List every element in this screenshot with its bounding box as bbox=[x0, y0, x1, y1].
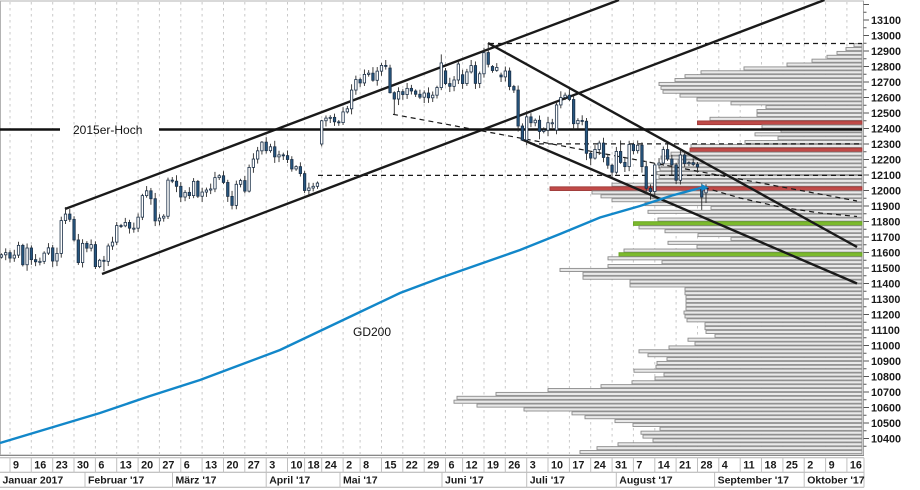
svg-text:April '17: April '17 bbox=[269, 474, 310, 486]
svg-text:22: 22 bbox=[406, 459, 418, 471]
svg-text:2015er-Hoch: 2015er-Hoch bbox=[73, 123, 142, 137]
svg-text:10800: 10800 bbox=[871, 372, 901, 384]
svg-text:11800: 11800 bbox=[871, 217, 900, 229]
svg-text:10700: 10700 bbox=[871, 387, 901, 399]
svg-text:31: 31 bbox=[615, 459, 627, 471]
svg-text:24: 24 bbox=[594, 459, 606, 471]
svg-text:26: 26 bbox=[508, 459, 520, 471]
svg-text:15: 15 bbox=[385, 459, 397, 471]
svg-text:13: 13 bbox=[120, 459, 132, 471]
svg-text:24: 24 bbox=[325, 459, 337, 471]
svg-text:9: 9 bbox=[13, 459, 19, 471]
svg-text:6: 6 bbox=[98, 459, 104, 471]
svg-text:27: 27 bbox=[162, 459, 174, 471]
svg-text:Februar '17: Februar '17 bbox=[88, 474, 144, 486]
svg-text:10: 10 bbox=[551, 459, 563, 471]
svg-text:10: 10 bbox=[291, 459, 303, 471]
svg-text:11700: 11700 bbox=[871, 232, 900, 244]
svg-text:7: 7 bbox=[636, 459, 642, 471]
svg-text:11300: 11300 bbox=[871, 294, 900, 306]
svg-text:12200: 12200 bbox=[871, 155, 901, 167]
svg-text:13: 13 bbox=[205, 459, 217, 471]
svg-text:23: 23 bbox=[56, 459, 68, 471]
svg-text:12700: 12700 bbox=[871, 77, 901, 89]
svg-text:10400: 10400 bbox=[871, 434, 901, 446]
svg-text:20: 20 bbox=[141, 459, 153, 471]
svg-text:4: 4 bbox=[722, 459, 728, 471]
svg-text:11: 11 bbox=[743, 459, 754, 471]
svg-text:3: 3 bbox=[269, 459, 275, 471]
svg-text:Juni '17: Juni '17 bbox=[445, 474, 484, 486]
svg-text:11100: 11100 bbox=[871, 325, 900, 337]
svg-text:6: 6 bbox=[449, 459, 455, 471]
svg-text:12: 12 bbox=[466, 459, 478, 471]
svg-text:Oktober '17: Oktober '17 bbox=[807, 474, 865, 486]
svg-text:21: 21 bbox=[679, 459, 691, 471]
svg-text:März '17: März '17 bbox=[176, 474, 217, 486]
svg-text:18: 18 bbox=[308, 459, 320, 471]
svg-text:16: 16 bbox=[34, 459, 46, 471]
svg-text:14: 14 bbox=[658, 459, 670, 471]
svg-text:11600: 11600 bbox=[871, 248, 900, 260]
svg-text:11000: 11000 bbox=[871, 341, 900, 353]
svg-text:20: 20 bbox=[227, 459, 239, 471]
svg-text:2: 2 bbox=[346, 459, 352, 471]
svg-text:12600: 12600 bbox=[871, 93, 901, 105]
svg-text:10900: 10900 bbox=[871, 356, 901, 368]
svg-text:18: 18 bbox=[765, 459, 777, 471]
svg-text:27: 27 bbox=[248, 459, 260, 471]
svg-text:19: 19 bbox=[487, 459, 499, 471]
svg-text:28: 28 bbox=[701, 459, 713, 471]
svg-text:12000: 12000 bbox=[871, 186, 901, 198]
svg-text:25: 25 bbox=[786, 459, 798, 471]
svg-text:11500: 11500 bbox=[871, 263, 900, 275]
svg-text:12300: 12300 bbox=[871, 139, 901, 151]
svg-text:11900: 11900 bbox=[871, 201, 900, 213]
svg-text:August '17: August '17 bbox=[619, 474, 672, 486]
svg-text:12800: 12800 bbox=[871, 62, 901, 74]
svg-text:16: 16 bbox=[850, 459, 862, 471]
svg-text:29: 29 bbox=[427, 459, 439, 471]
svg-text:9: 9 bbox=[829, 459, 835, 471]
svg-text:30: 30 bbox=[77, 459, 89, 471]
svg-text:Juli '17: Juli '17 bbox=[530, 474, 565, 486]
svg-text:17: 17 bbox=[572, 459, 584, 471]
svg-text:11200: 11200 bbox=[871, 310, 900, 322]
svg-text:Januar 2017: Januar 2017 bbox=[3, 474, 64, 486]
svg-text:6: 6 bbox=[184, 459, 190, 471]
svg-text:September '17: September '17 bbox=[718, 474, 790, 486]
svg-text:Mai '17: Mai '17 bbox=[343, 474, 378, 486]
svg-text:3: 3 bbox=[530, 459, 536, 471]
svg-text:13100: 13100 bbox=[871, 15, 901, 27]
svg-text:12100: 12100 bbox=[871, 170, 901, 182]
svg-text:12400: 12400 bbox=[871, 124, 901, 136]
svg-text:12900: 12900 bbox=[871, 46, 901, 58]
svg-text:8: 8 bbox=[363, 459, 369, 471]
svg-text:12500: 12500 bbox=[871, 108, 901, 120]
svg-text:2: 2 bbox=[807, 459, 813, 471]
svg-text:10500: 10500 bbox=[871, 418, 901, 430]
svg-text:13000: 13000 bbox=[871, 31, 901, 43]
svg-text:11400: 11400 bbox=[871, 279, 900, 291]
svg-text:GD200: GD200 bbox=[353, 325, 391, 339]
svg-text:10600: 10600 bbox=[871, 403, 901, 415]
